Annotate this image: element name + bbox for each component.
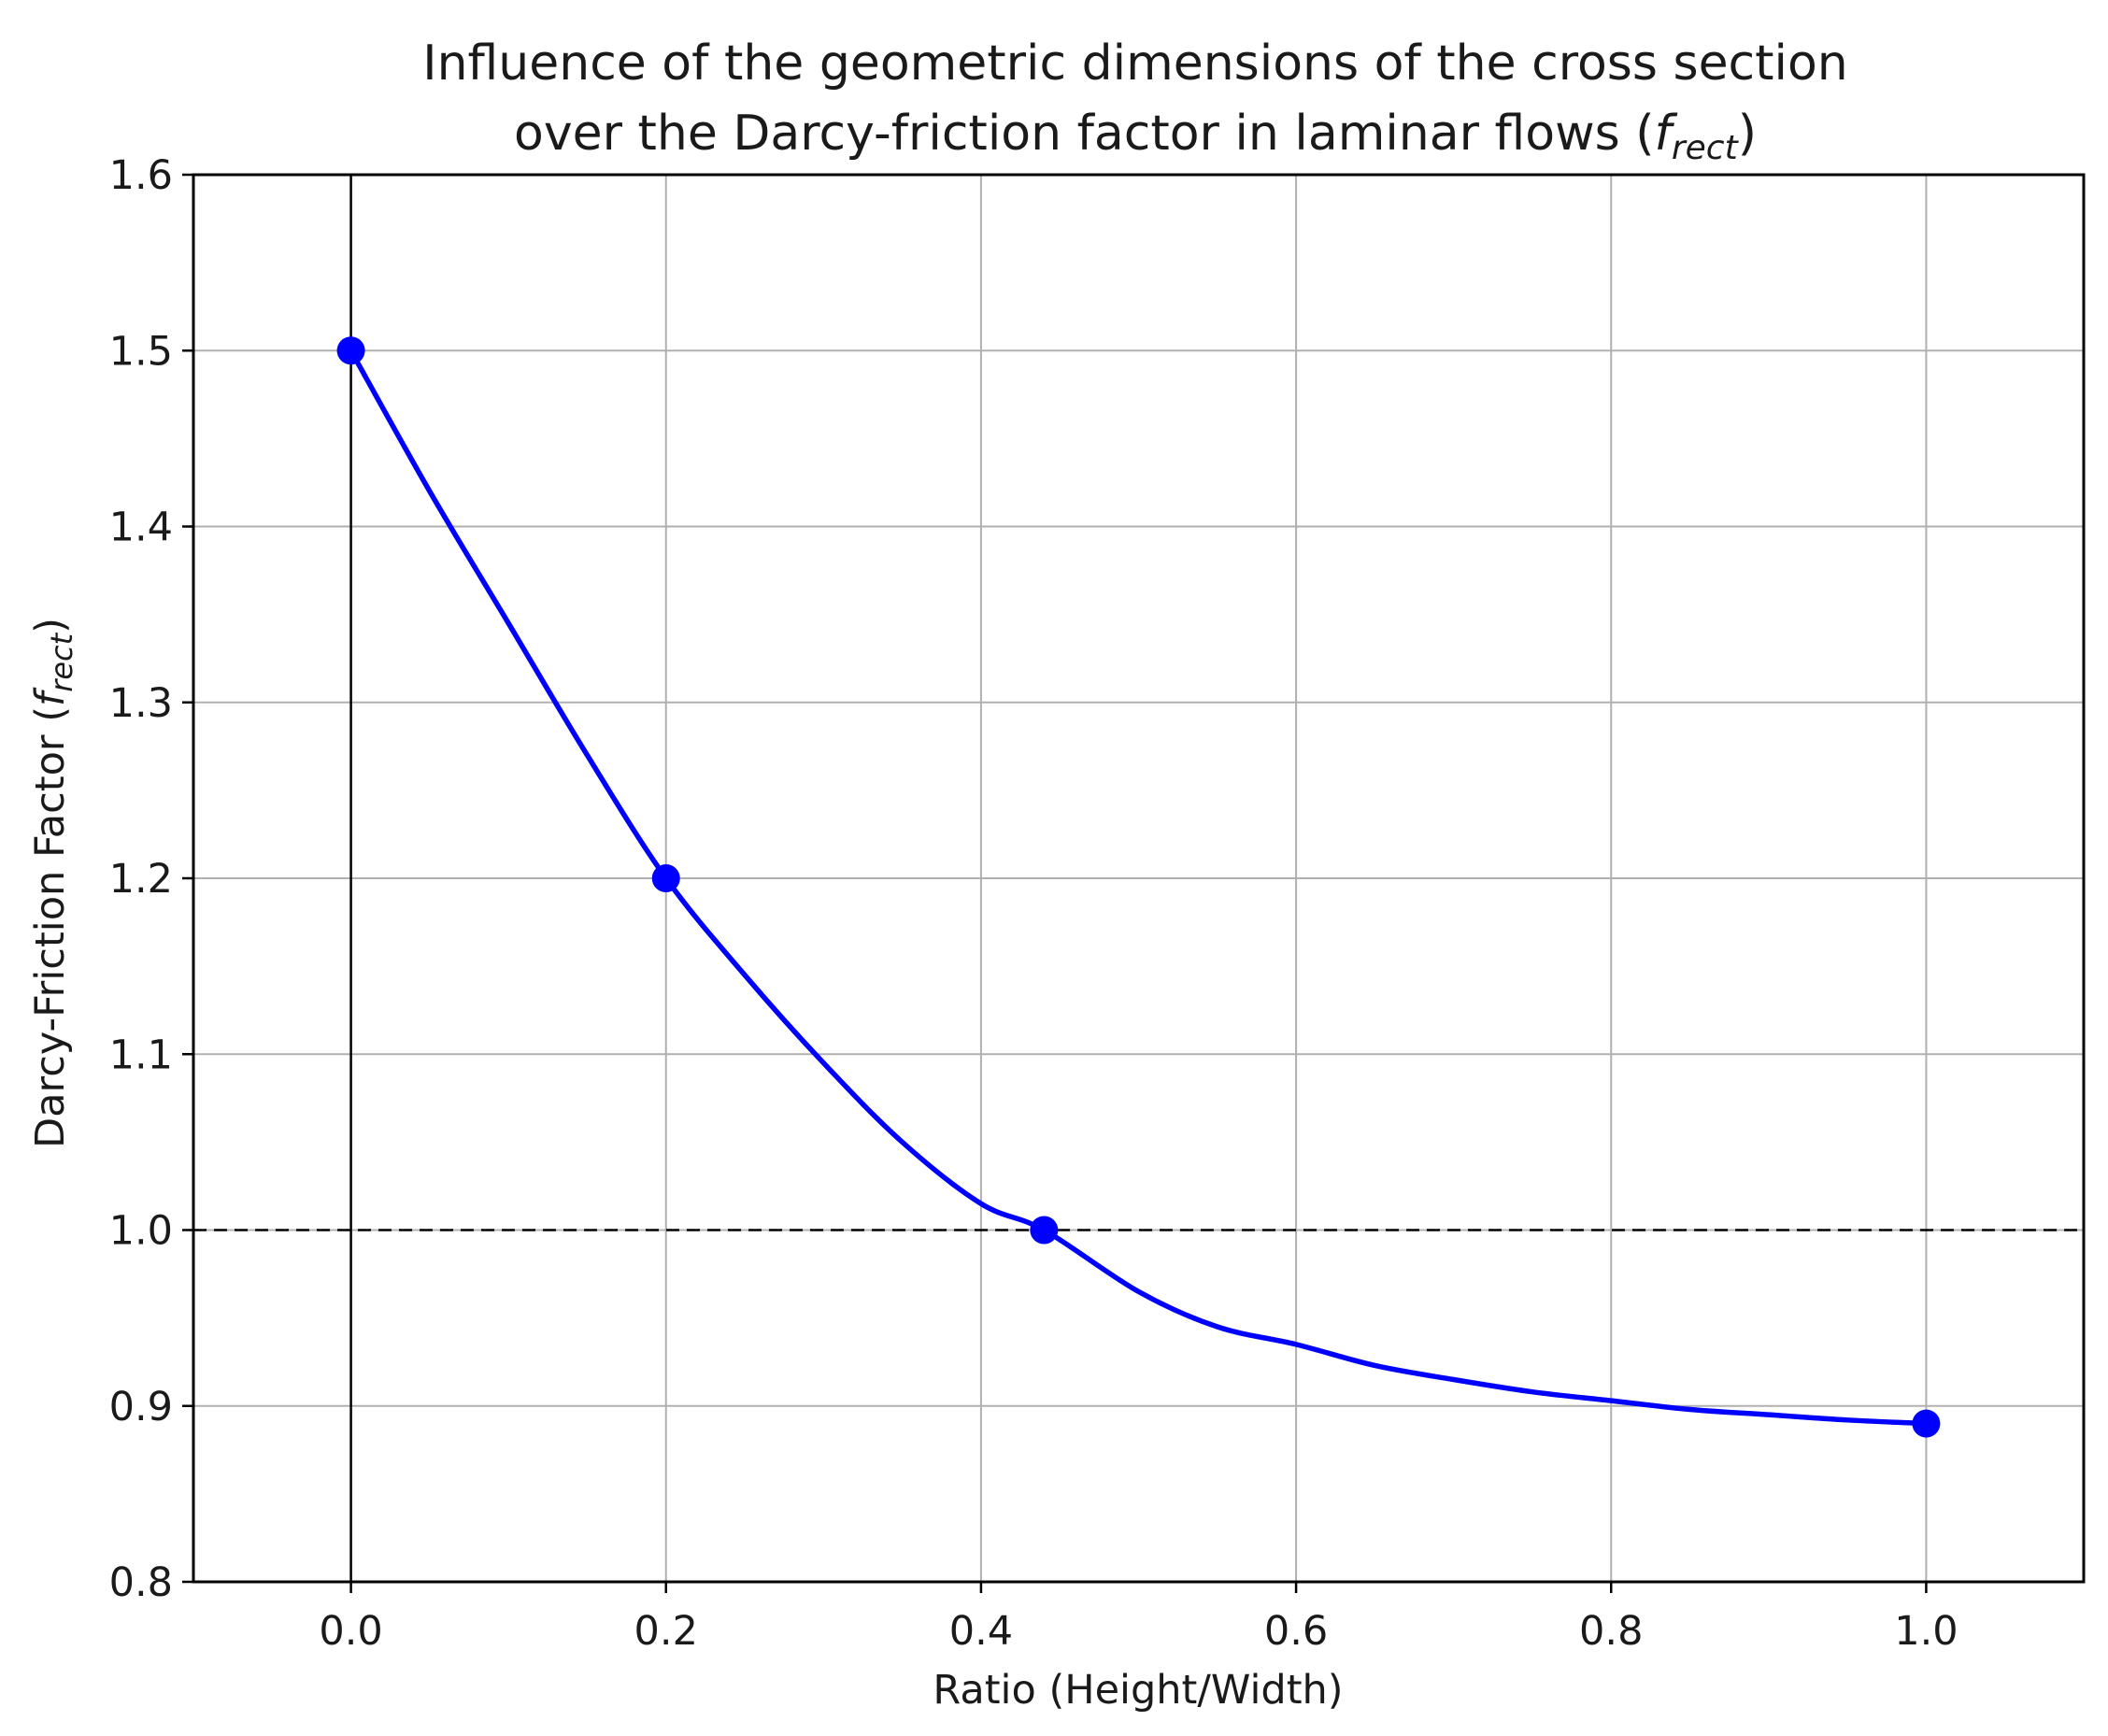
y-tick-label: 1.4 [109, 505, 173, 551]
x-tick-label: 0.8 [1579, 1608, 1643, 1655]
y-tick-label: 1.6 [109, 152, 173, 199]
data-point [1030, 1216, 1059, 1245]
y-axis-label: Darcy-Friction Factor (frect) [27, 618, 79, 1148]
y-axis-label-suffix: ) [27, 618, 74, 633]
chart-title-subscript: rect [1672, 129, 1740, 167]
series-curve [349, 349, 1927, 1427]
y-tick-label: 1.0 [109, 1208, 173, 1255]
x-tick-label: 1.0 [1894, 1608, 1958, 1655]
series [336, 336, 1941, 1438]
chart-title-line2-text: over the Darcy-friction factor in lamina… [514, 106, 1655, 162]
chart-title-suffix: ) [1738, 106, 1757, 162]
data-point [1912, 1409, 1941, 1438]
chart-title-line2: over the Darcy-friction factor in lamina… [514, 106, 1757, 167]
y-tick-label: 1.3 [109, 680, 173, 727]
y-tick-label: 0.9 [109, 1384, 173, 1430]
data-point [651, 864, 680, 892]
y-axis-label-subscript: rect [44, 632, 79, 691]
x-tick-label: 0.6 [1264, 1608, 1328, 1655]
x-tick-label: 0.4 [949, 1608, 1013, 1655]
y-tick-label: 1.2 [109, 856, 173, 903]
y-tick-label: 1.5 [109, 328, 173, 375]
x-tick-label: 0.2 [634, 1608, 698, 1655]
ticks: 0.0 0.2 0.4 0.6 0.8 1.0 0.8 0.9 1.0 1.1 1.2 1.3 1.4 1… [109, 152, 1958, 1655]
y-axis-label-text: Darcy-Friction Factor ( [27, 706, 74, 1148]
data-point [336, 336, 365, 365]
reference-lines [193, 175, 2084, 1582]
grid [193, 174, 2084, 1583]
x-axis-label: Ratio (Height/Width) [933, 1667, 1343, 1714]
chart-title-line1: Influence of the geometric dimensions of… [422, 36, 1848, 92]
x-tick-label: 0.0 [319, 1608, 382, 1655]
y-tick-label: 0.8 [109, 1559, 173, 1606]
y-tick-label: 1.1 [109, 1032, 173, 1078]
